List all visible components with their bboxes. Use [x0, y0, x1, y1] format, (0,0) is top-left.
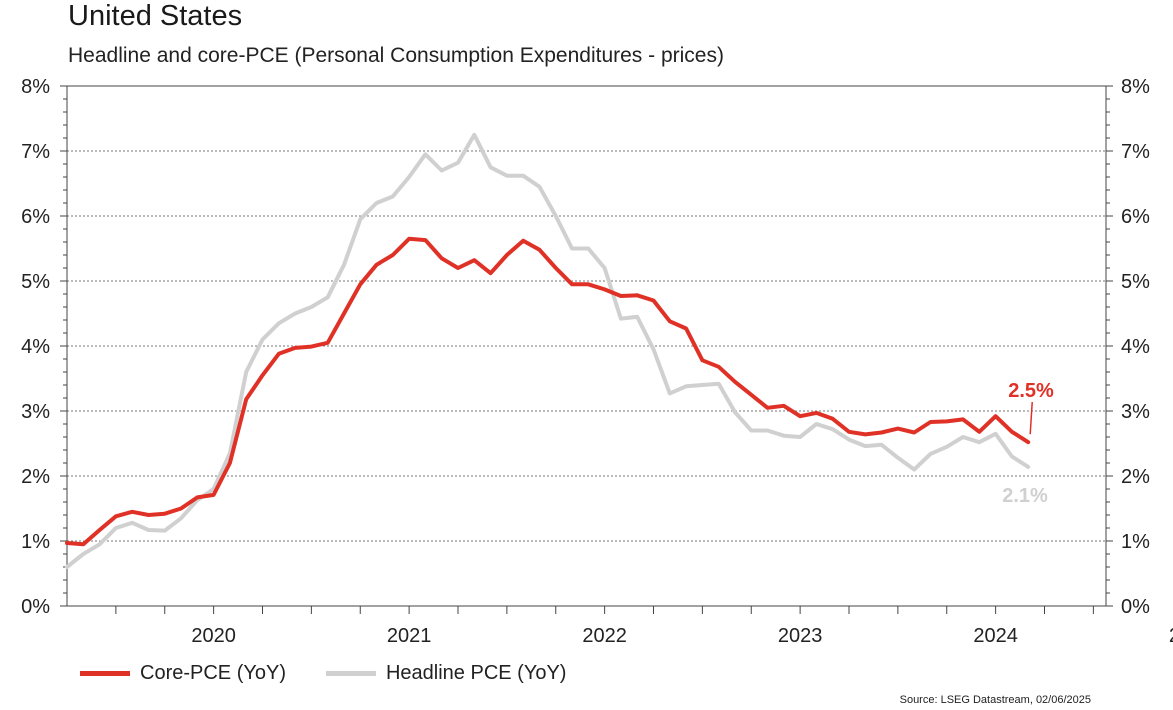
y-tick-label-right: 3% [1121, 401, 1150, 423]
legend: Core-PCE (YoY) Headline PCE (YoY) [80, 662, 606, 685]
x-tick-label: 2024 [973, 625, 1018, 647]
chart-title: United States [68, 0, 243, 32]
legend-label-headline: Headline PCE (YoY) [385, 662, 567, 684]
end-label-headline: 2.1% [1002, 485, 1048, 507]
y-tick-label-right: 5% [1121, 271, 1150, 293]
end-label-core: 2.5% [1008, 380, 1054, 402]
y-tick-label-right: 1% [1121, 531, 1150, 553]
chart-subtitle: Headline and core-PCE (Personal Consumpt… [68, 44, 724, 67]
y-tick-label-left: 3% [21, 401, 50, 423]
y-tick-label-left: 1% [21, 531, 50, 553]
legend-item-core: Core-PCE (YoY) [80, 662, 286, 685]
y-tick-label-right: 8% [1121, 76, 1150, 98]
source-note: Source: LSEG Datastream, 02/06/2025 [899, 694, 1091, 706]
y-tick-label-left: 6% [21, 206, 50, 228]
y-tick-label-left: 4% [21, 336, 50, 358]
x-tick-label: 2023 [778, 625, 823, 647]
legend-label-core: Core-PCE (YoY) [140, 662, 286, 684]
y-tick-label-left: 5% [21, 271, 50, 293]
legend-item-headline: Headline PCE (YoY) [325, 662, 567, 685]
series-line-headline-pce [65, 132, 1031, 569]
y-tick-label-left: 8% [21, 76, 50, 98]
y-tick-label-left: 7% [21, 141, 50, 163]
y-tick-label-right: 0% [1121, 596, 1150, 618]
y-tick-label-left: 0% [21, 596, 50, 618]
x-tick-label: 2020 [191, 625, 236, 647]
y-tick-label-right: 4% [1121, 336, 1150, 358]
legend-swatch-headline [325, 671, 376, 676]
y-tick-label-right: 7% [1121, 141, 1150, 163]
plot-area [66, 85, 1107, 607]
x-tick-label: 2025 [1169, 625, 1173, 647]
x-tick-label: 2022 [582, 625, 627, 647]
end-label-leader-core [1029, 401, 1033, 435]
y-tick-label-left: 2% [21, 466, 50, 488]
y-tick-label-right: 2% [1121, 466, 1150, 488]
y-tick-label-right: 6% [1121, 206, 1150, 228]
series-line-core-pce [65, 236, 1031, 547]
x-tick-label: 2021 [387, 625, 432, 647]
legend-swatch-core [80, 671, 130, 676]
